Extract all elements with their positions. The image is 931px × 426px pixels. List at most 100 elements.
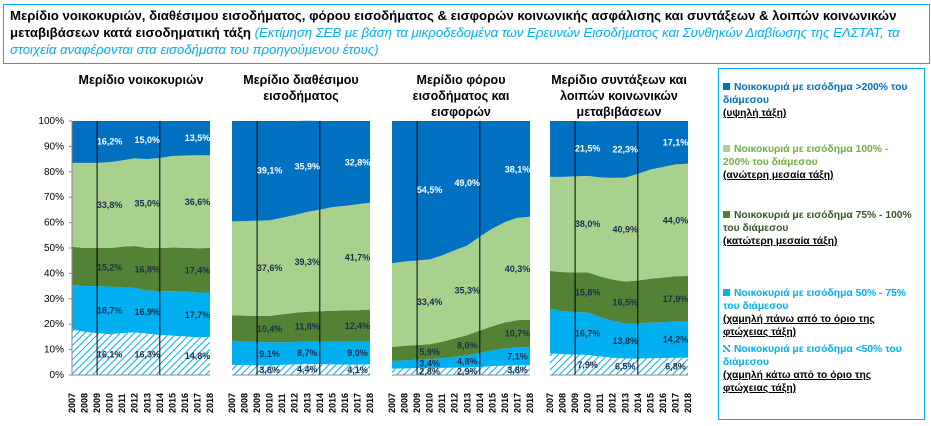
data-label: 16,2% xyxy=(97,137,123,147)
data-label: 49,0% xyxy=(455,178,481,188)
data-label: 16,1% xyxy=(97,350,123,360)
data-label: 8,0% xyxy=(457,340,478,350)
x-tick-label: 2008 xyxy=(558,393,568,413)
x-tick-label: 2007 xyxy=(387,393,397,413)
legend-class: (ανώτερη μεσαία τάξη) xyxy=(723,170,834,181)
data-label: 3,4% xyxy=(419,359,440,369)
x-tick-label: 2008 xyxy=(80,393,90,413)
area xyxy=(72,329,210,375)
x-tick-label: 2013 xyxy=(462,393,472,413)
x-tick-label: 2009 xyxy=(92,393,102,413)
data-label: 35,3% xyxy=(455,285,481,295)
data-label: 21,5% xyxy=(575,144,601,154)
data-label: 17,7% xyxy=(185,310,211,320)
x-tick-label: 2012 xyxy=(290,393,300,413)
data-label: 17,4% xyxy=(185,265,211,275)
data-label: 37,6% xyxy=(257,263,283,273)
data-label: 36,6% xyxy=(185,197,211,207)
x-tick-label: 2011 xyxy=(117,393,127,413)
legend-entry: Νοικοκυριά με εισόδημα 50% - 75% του διά… xyxy=(723,287,913,339)
header: Μερίδιο νοικοκυριών, διαθέσιμου εισοδήμα… xyxy=(3,4,930,64)
legend-label: Νοικοκυριά με εισόδημα 50% - 75% του διά… xyxy=(723,288,906,312)
area xyxy=(392,365,530,375)
data-label: 38,1% xyxy=(505,164,531,174)
legend-label: Νοικοκυριά με εισόδημα 100% - 200% του δ… xyxy=(723,144,889,168)
area xyxy=(392,216,530,348)
data-label: 16,3% xyxy=(135,349,161,359)
data-label: 44,0% xyxy=(663,215,689,225)
area xyxy=(550,163,688,282)
legend-swatch xyxy=(723,83,730,90)
x-tick-label: 2013 xyxy=(620,393,630,413)
data-label: 40,3% xyxy=(505,264,531,274)
legend-entry: Νοικοκυριά με εισόδημα 75% - 100% του δι… xyxy=(723,209,913,248)
area xyxy=(232,340,370,366)
legend-class: (κατώτερη μεσαία τάξη) xyxy=(723,236,838,247)
x-tick-label: 2017 xyxy=(192,393,202,413)
legend-swatch xyxy=(723,345,730,352)
area xyxy=(72,155,210,249)
x-tick-label: 2007 xyxy=(67,393,77,413)
data-label: 16,9% xyxy=(135,307,161,317)
data-label: 9,1% xyxy=(259,349,280,359)
data-label: 3,8% xyxy=(507,365,528,375)
data-label: 15,2% xyxy=(97,262,123,272)
x-tick-label: 2014 xyxy=(633,393,643,413)
charts: 16,1% 16,3% 14,8% 18,7% 16,9% 17,7% 15,2% 16,8%… xyxy=(38,116,693,413)
y-tick-label: 30% xyxy=(44,294,64,305)
x-tick-label: 2011 xyxy=(437,393,447,413)
data-label: 35,0% xyxy=(135,199,161,209)
data-label: 39,1% xyxy=(257,166,283,176)
area xyxy=(550,308,688,359)
data-label: 5,9% xyxy=(419,347,440,357)
data-label: 15,8% xyxy=(575,287,601,297)
x-tick-label: 2016 xyxy=(180,393,190,413)
y-tick-label: 80% xyxy=(44,167,64,178)
data-label: 13,8% xyxy=(613,336,639,346)
x-tick-label: 2015 xyxy=(327,393,337,413)
data-label: 7,1% xyxy=(507,351,528,361)
x-tick-label: 2016 xyxy=(658,393,668,413)
x-tick-label: 2012 xyxy=(450,393,460,413)
y-tick-label: 60% xyxy=(44,218,64,229)
legend-entry: Νοικοκυριά με εισόδημα 100% - 200% του δ… xyxy=(723,143,913,182)
data-label: 10,4% xyxy=(257,324,283,334)
data-label: 16,5% xyxy=(613,297,639,307)
x-tick-label: 2012 xyxy=(608,393,618,413)
data-label: 10,7% xyxy=(505,329,531,339)
data-label: 14,2% xyxy=(663,335,689,345)
x-tick-label: 2007 xyxy=(545,393,555,413)
area xyxy=(232,120,370,222)
x-tick-label: 2013 xyxy=(142,393,152,413)
x-tick-label: 2018 xyxy=(683,393,693,413)
x-tick-label: 2010 xyxy=(583,393,593,413)
x-tick-label: 2016 xyxy=(500,393,510,413)
x-tick-label: 2011 xyxy=(277,393,287,413)
data-label: 6,5% xyxy=(615,362,636,372)
data-label: 8,7% xyxy=(297,348,318,358)
legend-entry: Νοικοκυριά με εισόδημα >200% του διάμεσο… xyxy=(723,81,913,120)
y-tick-label: 0% xyxy=(50,370,65,381)
data-label: 17,9% xyxy=(663,294,689,304)
data-label: 33,4% xyxy=(417,297,443,307)
x-tick-label: 2016 xyxy=(340,393,350,413)
x-tick-label: 2018 xyxy=(205,393,215,413)
x-tick-label: 2014 xyxy=(475,393,485,413)
x-tick-label: 2014 xyxy=(315,393,325,413)
title: Μερίδιο νοικοκυριών, διαθέσιμου εισοδήμα… xyxy=(10,8,897,40)
x-tick-label: 2013 xyxy=(302,393,312,413)
legend-swatch xyxy=(723,211,730,218)
x-tick-label: 2010 xyxy=(425,393,435,413)
legend-swatch xyxy=(723,289,730,296)
data-label: 15,0% xyxy=(135,135,161,145)
legend-class: (χαμηλή πάνω από το όριο της φτώχειας τά… xyxy=(723,314,875,338)
x-tick-label: 2017 xyxy=(352,393,362,413)
data-label: 14,8% xyxy=(185,351,211,361)
area xyxy=(392,347,530,369)
legend-entry: Νοικοκυριά με εισόδημα <50% του διάμεσου… xyxy=(723,343,913,395)
area xyxy=(550,353,688,375)
data-label: 11,8% xyxy=(295,322,320,332)
area xyxy=(232,363,370,375)
panel-title: Μερίδιο συντάξεων και λοιπών κοινωνικών … xyxy=(551,73,687,119)
data-label: 40,9% xyxy=(613,225,639,235)
